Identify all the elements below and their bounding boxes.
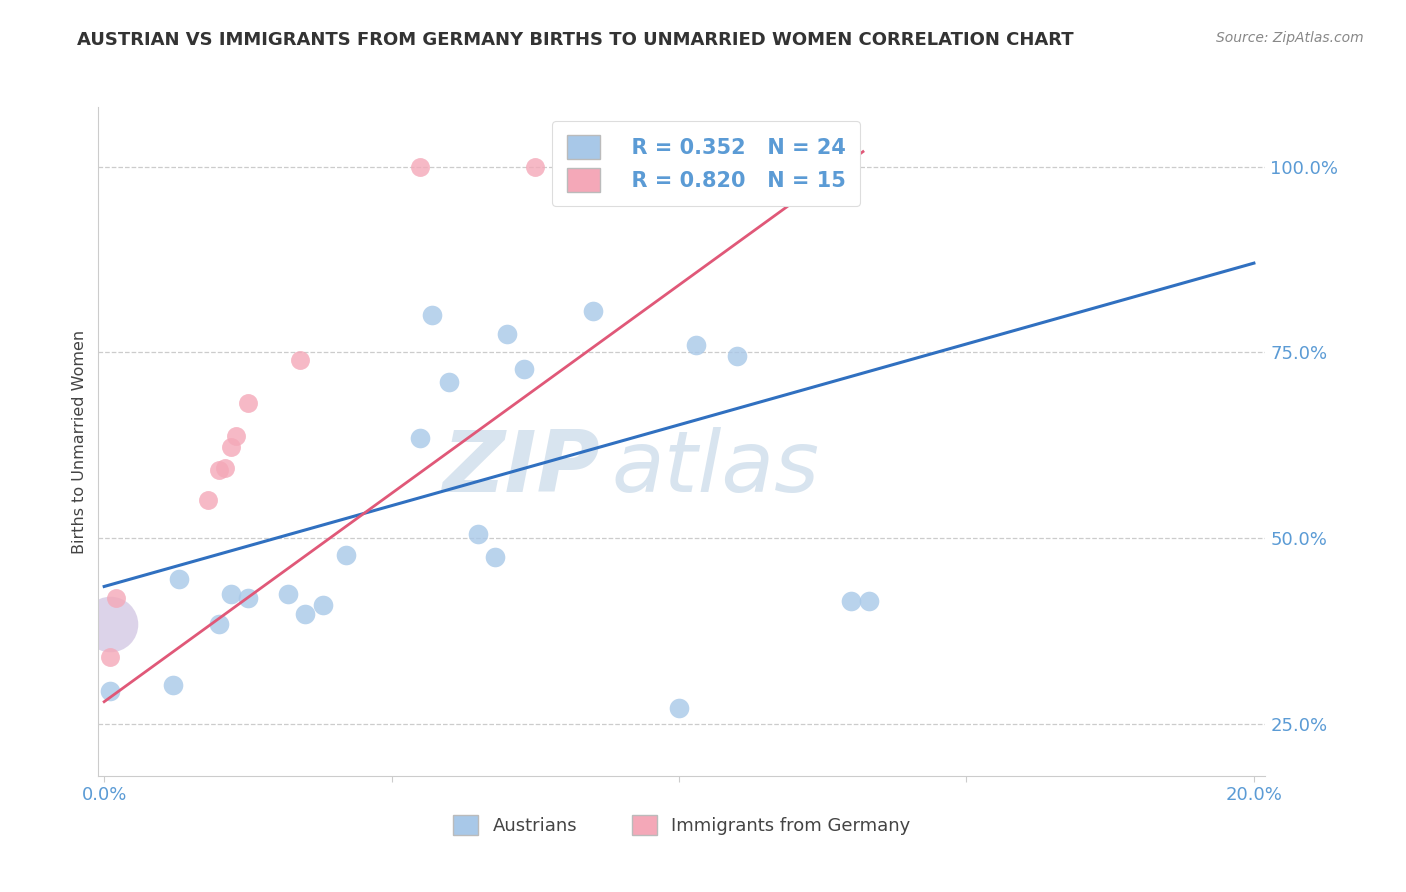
Point: [725, 349, 748, 363]
Point: [214, 460, 236, 475]
Point: [858, 594, 880, 608]
Point: [98, 650, 121, 665]
Text: atlas: atlas: [612, 426, 820, 510]
Point: [236, 591, 259, 605]
Point: [668, 700, 690, 714]
Legend: Austrians, Immigrants from Germany: Austrians, Immigrants from Germany: [444, 806, 920, 844]
Point: [409, 160, 432, 174]
Point: [794, 160, 817, 174]
Point: [696, 160, 718, 174]
Point: [225, 428, 247, 442]
Text: Source: ZipAtlas.com: Source: ZipAtlas.com: [1216, 31, 1364, 45]
Point: [288, 352, 311, 367]
Point: [294, 607, 316, 621]
Point: [420, 308, 443, 322]
Point: [513, 361, 536, 376]
Point: [335, 548, 357, 562]
Y-axis label: Births to Unmarried Women: Births to Unmarried Women: [72, 329, 87, 554]
Point: [219, 587, 242, 601]
Text: AUSTRIAN VS IMMIGRANTS FROM GERMANY BIRTHS TO UNMARRIED WOMEN CORRELATION CHART: AUSTRIAN VS IMMIGRANTS FROM GERMANY BIRT…: [77, 31, 1074, 49]
Point: [467, 527, 489, 541]
Point: [98, 683, 121, 698]
Point: [495, 326, 517, 341]
Point: [640, 160, 662, 174]
Point: [277, 587, 299, 601]
Point: [208, 463, 231, 477]
Point: [167, 572, 190, 586]
Point: [754, 160, 776, 174]
Point: [484, 549, 506, 564]
Point: [98, 616, 121, 631]
Point: [783, 160, 806, 174]
Point: [208, 616, 231, 631]
Point: [685, 338, 707, 352]
Point: [311, 598, 333, 612]
Point: [219, 441, 242, 455]
Point: [162, 678, 184, 692]
Point: [104, 591, 127, 605]
Point: [841, 594, 863, 608]
Text: ZIP: ZIP: [443, 426, 600, 510]
Point: [582, 304, 605, 318]
Point: [197, 492, 219, 507]
Point: [524, 160, 547, 174]
Point: [437, 375, 460, 389]
Point: [409, 431, 432, 445]
Point: [236, 396, 259, 410]
